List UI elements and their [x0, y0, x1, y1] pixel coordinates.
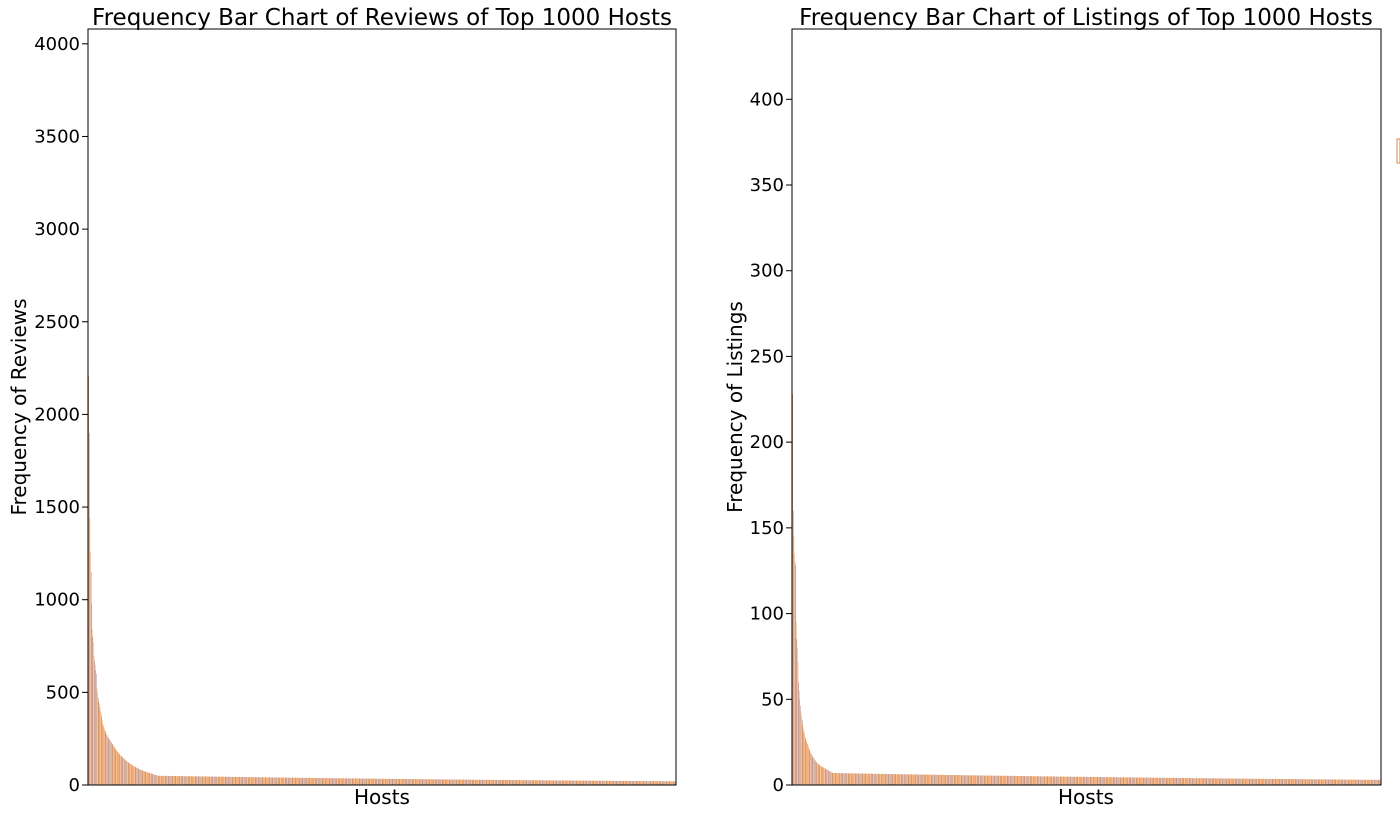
reviews-plot-frame	[87, 28, 677, 786]
listings-chart: Frequency Bar Chart of Listings of Top 1…	[723, 5, 1382, 809]
listings-y-axis: 0 50 100 150 200 250 300 350 400	[750, 89, 792, 796]
reviews-y-tick-label: 3000	[34, 219, 80, 240]
listings-x-axis-label: Hosts	[1058, 785, 1114, 809]
listings-y-tick-label: 400	[750, 89, 784, 110]
reviews-y-tick-label: 2000	[34, 404, 80, 425]
reviews-y-tick-label: 2500	[34, 312, 80, 333]
listings-y-tick-label: 200	[750, 432, 784, 453]
reviews-y-tick-label: 500	[46, 682, 80, 703]
reviews-y-tick-label: 0	[69, 775, 80, 796]
reviews-chart: Frequency Bar Chart of Reviews of Top 10…	[7, 5, 677, 809]
listings-bars	[792, 34, 1381, 785]
reviews-x-axis-label: Hosts	[354, 785, 410, 809]
reviews-y-tick-label: 1000	[34, 590, 80, 611]
listings-y-tick-label: 350	[750, 175, 784, 196]
listings-y-tick-label: 150	[750, 518, 784, 539]
reviews-chart-title: Frequency Bar Chart of Reviews of Top 10…	[92, 5, 672, 31]
listings-y-tick-label: 250	[750, 346, 784, 367]
reviews-y-axis: 0 500 1000 1500 2000 2500 3000 3500 4000	[34, 34, 88, 796]
listings-y-axis-label: Frequency of Listings	[723, 301, 747, 513]
listings-y-tick-label: 300	[750, 261, 784, 282]
listings-y-tick-label: 100	[750, 604, 784, 625]
listings-y-tick-label: 50	[761, 689, 784, 710]
listings-y-tick-label: 0	[773, 775, 784, 796]
reviews-y-tick-label: 3500	[34, 126, 80, 147]
listings-plot-frame	[791, 28, 1382, 786]
listings-chart-title: Frequency Bar Chart of Listings of Top 1…	[799, 5, 1373, 31]
reviews-y-tick-label: 4000	[34, 34, 80, 55]
reviews-y-tick-label: 1500	[34, 497, 80, 518]
reviews-y-axis-label: Frequency of Reviews	[7, 298, 31, 515]
reviews-bars	[88, 34, 676, 786]
legend-edge-marker	[1396, 138, 1400, 164]
